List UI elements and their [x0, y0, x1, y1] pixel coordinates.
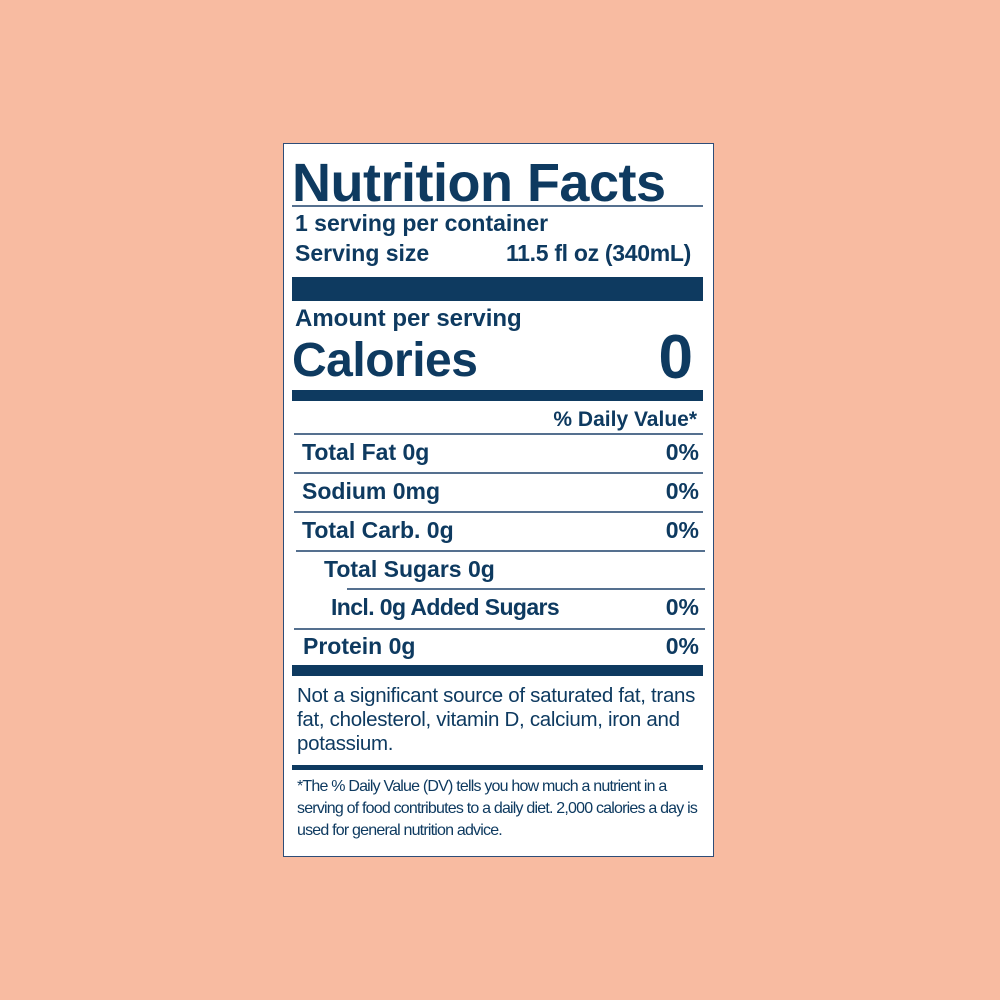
serving-size-value: 11.5 fl oz (340mL) — [505, 240, 691, 266]
thick-divider — [292, 277, 703, 301]
divider — [292, 765, 703, 770]
divider — [292, 205, 703, 207]
not-significant-statement: Not a significant source of saturated fa… — [297, 684, 696, 755]
medium-divider — [292, 665, 703, 676]
nutrient-total-sugars: Total Sugars 0g — [324, 556, 495, 582]
nutrient-sodium-dv: 0% — [665, 478, 699, 504]
title: Nutrition Facts — [292, 153, 666, 213]
footnote: *The % Daily Value (DV) tells you how mu… — [297, 778, 698, 839]
daily-value-header: % Daily Value* — [553, 408, 697, 431]
amount-per-serving: Amount per serving — [295, 305, 522, 332]
divider — [294, 511, 703, 513]
divider — [347, 588, 705, 590]
nutrient-total-fat: Total Fat 0g — [302, 439, 430, 465]
medium-divider — [292, 390, 703, 401]
serving-size-label: Serving size — [295, 240, 430, 266]
servings-per-container: 1 serving per container — [295, 210, 549, 236]
divider — [294, 433, 703, 435]
nutrient-total-carb-dv: 0% — [665, 517, 699, 543]
nutrition-facts-panel: Nutrition Facts 1 serving per container … — [283, 143, 714, 857]
nutrient-added-sugars-dv: 0% — [665, 594, 699, 620]
calories-value: 0 — [658, 323, 693, 392]
divider — [294, 472, 703, 474]
nutrient-total-fat-dv: 0% — [665, 439, 699, 465]
nutrient-protein: Protein 0g — [303, 633, 416, 659]
nutrient-protein-dv: 0% — [665, 633, 699, 659]
calories-label: Calories — [292, 334, 478, 387]
divider — [296, 550, 705, 552]
nutrient-total-carb: Total Carb. 0g — [302, 517, 454, 543]
nutrient-sodium: Sodium 0mg — [302, 478, 441, 504]
nutrient-added-sugars: Incl. 0g Added Sugars — [331, 594, 560, 620]
divider — [294, 628, 705, 630]
